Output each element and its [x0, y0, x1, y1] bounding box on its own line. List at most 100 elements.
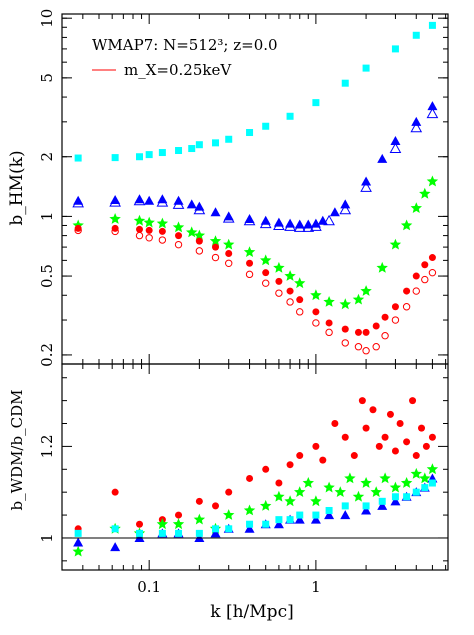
top-point-s4-7 — [212, 243, 220, 251]
top-point-s2-12 — [302, 221, 315, 232]
top-point-s3-15 — [310, 289, 322, 301]
bottom-point-s2-17 — [377, 500, 388, 510]
top-point-s0-3 — [145, 151, 153, 159]
bottom-point-s0-18 — [358, 397, 366, 405]
bottom-point-s1-11 — [284, 495, 296, 507]
top-point-s4-9 — [246, 259, 254, 267]
top-point-s5-17 — [354, 343, 363, 351]
top-point-s4-16 — [341, 325, 349, 333]
bottom-point-s0-25 — [396, 420, 404, 428]
top-point-s3-22 — [400, 219, 413, 231]
bottom-point-s3-13 — [312, 511, 320, 519]
bottom-point-s3-6 — [212, 525, 220, 533]
top-point-s5-5 — [174, 240, 183, 249]
bottom-point-s1-14 — [310, 495, 322, 507]
top-point-s5-19 — [372, 343, 380, 351]
top-point-s5-25 — [428, 268, 437, 277]
bottom-point-s0-12 — [296, 452, 304, 460]
bottom-point-s3-14 — [325, 506, 333, 514]
top-point-s3-19 — [360, 285, 372, 296]
top-point-s5-6 — [195, 247, 204, 255]
top-point-s1-23 — [411, 116, 422, 126]
bottom-point-s2-10 — [273, 519, 284, 529]
bottom-ylabel: b_WDM/b_CDM — [8, 390, 26, 511]
top-point-s3-24 — [419, 187, 431, 199]
bottom-point-s1-8 — [243, 504, 256, 516]
top-point-s0-9 — [225, 135, 233, 143]
top-point-s0-17 — [412, 31, 420, 39]
bottom-point-s2-15 — [340, 510, 351, 520]
top-point-s3-9 — [223, 238, 235, 250]
top-point-s5-20 — [381, 332, 389, 340]
top-point-s1-24 — [427, 101, 438, 111]
bottom-point-s1-12 — [294, 486, 306, 497]
top-point-s1-11 — [260, 215, 271, 225]
top-point-s3-3 — [143, 216, 155, 228]
bottom-point-s2-18 — [390, 496, 401, 506]
bottom-point-s0-8 — [246, 474, 254, 482]
top-point-s5-9 — [245, 270, 254, 279]
bottom-point-s2-16 — [361, 505, 372, 515]
bottom-point-s1-22 — [389, 481, 402, 493]
top-point-s5-23 — [412, 287, 420, 295]
top-point-s5-2 — [135, 231, 144, 240]
data-marks — [72, 21, 439, 557]
top-point-s1-3 — [144, 195, 155, 205]
bottom-point-s0-17 — [350, 452, 358, 460]
top-point-s5-18 — [362, 347, 370, 355]
bottom-point-s2-1 — [110, 542, 121, 552]
bottom-point-s3-22 — [428, 479, 436, 487]
top-point-s0-13 — [312, 99, 320, 107]
top-point-s4-12 — [286, 287, 294, 295]
top-point-s4-4 — [158, 227, 166, 235]
top-point-s2-9 — [273, 219, 285, 230]
bottom-point-s0-6 — [212, 502, 220, 510]
bottom-point-s3-15 — [341, 502, 349, 510]
bottom-point-s1-10 — [273, 490, 285, 502]
top-point-s4-15 — [325, 319, 333, 327]
bottom-point-s3-10 — [275, 516, 283, 524]
top-point-s1-7 — [194, 201, 205, 211]
top-y-tick-label: 5 — [38, 73, 56, 83]
top-point-s2-13 — [310, 220, 322, 231]
top-point-s4-11 — [275, 277, 283, 285]
bottom-point-s0-11 — [286, 461, 294, 469]
x-tick-label: 1 — [311, 578, 321, 596]
bottom-point-s1-7 — [223, 509, 235, 520]
top-point-s4-13 — [296, 296, 304, 304]
top-point-s0-18 — [428, 21, 436, 29]
bottom-point-s1-26 — [426, 463, 439, 475]
top-point-s0-15 — [362, 64, 370, 72]
bottom-point-s2-14 — [324, 510, 335, 520]
bottom-point-s3-0 — [74, 529, 82, 537]
top-point-s5-4 — [158, 236, 167, 244]
top-point-s3-23 — [410, 202, 422, 213]
bottom-point-s0-13 — [312, 442, 320, 450]
top-point-s5-12 — [286, 298, 294, 306]
top-point-s0-8 — [212, 139, 220, 147]
top-point-s2-16 — [360, 181, 372, 192]
top-point-s2-5 — [193, 203, 206, 215]
labels: WMAP7: N=512³; z=0.0 m_X=0.25keV b_HM(k)… — [7, 36, 294, 622]
top-point-s5-24 — [421, 275, 429, 284]
top-point-s4-10 — [262, 269, 270, 277]
bottom-point-s0-10 — [275, 479, 283, 487]
top-point-s3-14 — [294, 277, 306, 289]
bottom-point-s2-12 — [294, 514, 305, 524]
top-annotation: WMAP7: N=512³; z=0.0 — [92, 36, 278, 54]
bottom-point-s0-16 — [341, 433, 349, 441]
bottom-point-s0-14 — [319, 456, 327, 464]
top-point-s2-4 — [172, 198, 185, 209]
bottom-point-s0-27 — [409, 397, 417, 405]
top-point-s0-11 — [262, 122, 270, 130]
bottom-point-s3-11 — [286, 516, 294, 524]
bottom-point-s1-16 — [334, 486, 346, 497]
bottom-point-s3-21 — [421, 484, 429, 492]
bottom-point-s2-6 — [210, 528, 221, 538]
x-tick-label: 0.1 — [137, 578, 161, 596]
bottom-point-s0-1 — [111, 488, 119, 496]
top-point-s5-10 — [262, 279, 270, 287]
top-point-s0-2 — [136, 153, 144, 161]
top-point-s2-19 — [426, 107, 439, 119]
